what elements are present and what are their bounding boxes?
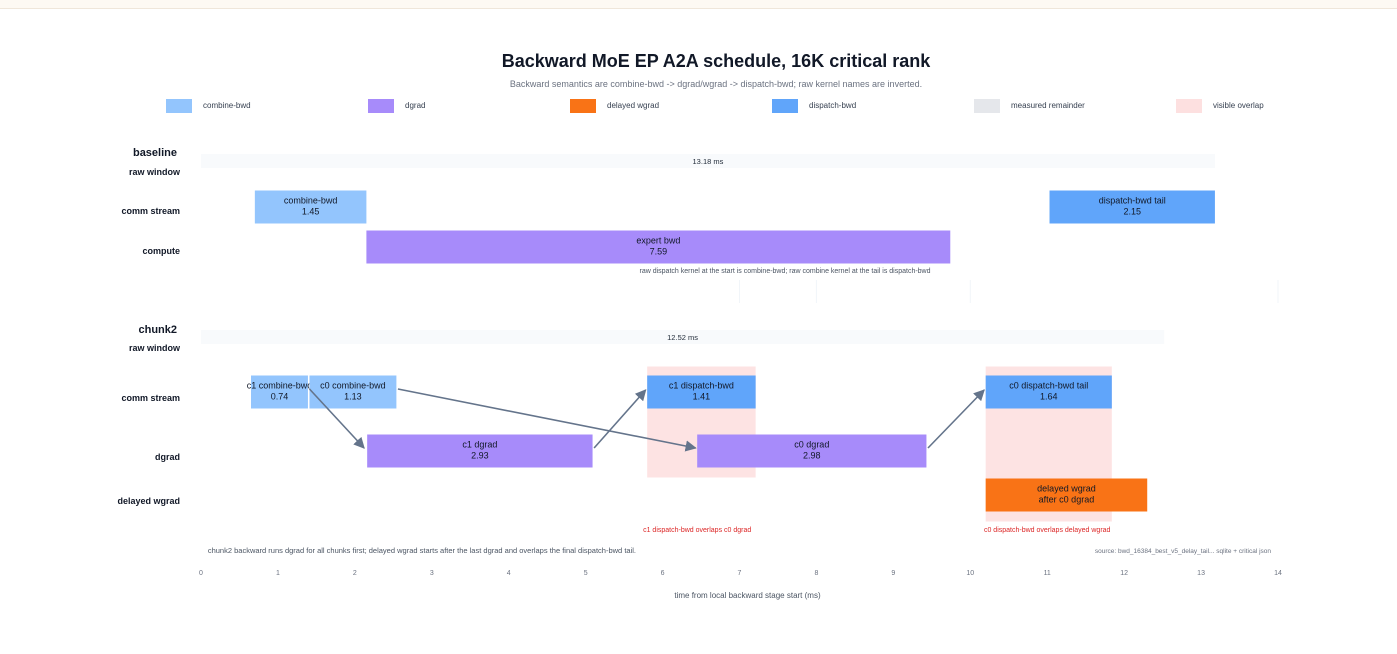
lane-label: dgrad: [155, 452, 180, 462]
section-title: chunk2: [138, 324, 177, 336]
bar-label: delayed wgrad: [1037, 484, 1096, 494]
bar-value: 2.15: [1123, 207, 1141, 217]
raw-window-bar: [201, 154, 1215, 168]
legend-label: delayed wgrad: [607, 101, 659, 110]
schedule-bar: [1049, 190, 1215, 224]
section-note: chunk2 backward runs dgrad for all chunk…: [208, 546, 636, 555]
schedule-bar: [985, 375, 1112, 409]
bar-value: 2.98: [803, 451, 821, 461]
x-tick-label: 1: [276, 570, 280, 577]
x-tick-label: 8: [814, 570, 818, 577]
top-bar: [0, 0, 1397, 9]
bar-label: c1 combine-bwd: [247, 381, 313, 391]
schedule-bar: [367, 434, 593, 468]
raw-window-label: 12.52 ms: [667, 333, 698, 342]
bar-label: combine-bwd: [284, 196, 338, 206]
bar-label: c0 dispatch-bwd tail: [1009, 381, 1088, 391]
x-tick-label: 0: [199, 570, 203, 577]
x-axis-label: time from local backward stage start (ms…: [674, 591, 821, 600]
schedule-bar: [366, 230, 951, 264]
x-tick-label: 9: [891, 570, 895, 577]
lane-label: delayed wgrad: [117, 496, 180, 506]
raw-window-label: 13.18 ms: [693, 157, 724, 166]
legend-swatch: [368, 99, 394, 113]
chart-subtitle: Backward semantics are combine-bwd -> dg…: [510, 79, 922, 89]
schedule-bar: [985, 478, 1148, 512]
x-tick-label: 11: [1044, 570, 1051, 577]
schedule-bar: [647, 375, 756, 409]
lane-label: raw window: [129, 343, 181, 353]
dependency-arrow: [593, 389, 647, 449]
x-tick-label: 10: [966, 570, 974, 577]
section-title: baseline: [133, 147, 177, 159]
bar-label: c1 dgrad: [462, 440, 497, 450]
schedule-bar: [254, 190, 367, 224]
legend-swatch: [974, 99, 1000, 113]
legend-label: measured remainder: [1011, 101, 1085, 110]
legend-label: visible overlap: [1213, 101, 1264, 110]
bar-value: 1.64: [1040, 392, 1058, 402]
bar-value: 2.93: [471, 451, 489, 461]
chart-title: Backward MoE EP A2A schedule, 16K critic…: [502, 51, 932, 71]
bar-value: 1.45: [302, 207, 320, 217]
legend-swatch: [570, 99, 596, 113]
bar-label: c1 dispatch-bwd: [669, 381, 734, 391]
schedule-bar: [697, 434, 927, 468]
schedule-bar: [251, 375, 308, 409]
x-tick-label: 12: [1120, 570, 1128, 577]
x-tick-label: 2: [353, 570, 357, 577]
lane-label: comm stream: [121, 206, 180, 216]
lane-label: comm stream: [121, 393, 180, 403]
dependency-arrow: [308, 388, 365, 449]
bar-label: c0 combine-bwd: [320, 381, 386, 391]
bar-value: 1.13: [344, 392, 362, 402]
schedule-bar: [309, 375, 397, 409]
x-tick-label: 6: [661, 570, 665, 577]
legend-swatch: [1176, 99, 1202, 113]
x-tick-label: 5: [584, 570, 588, 577]
source-note: source: bwd_16384_best_v5_delay_tail... …: [1095, 548, 1272, 555]
bar-value: 1.41: [693, 392, 711, 402]
x-tick-label: 7: [738, 570, 742, 577]
raw-window-bar: [201, 330, 1165, 344]
bar-label: expert bwd: [636, 236, 680, 246]
bar-value: after c0 dgrad: [1039, 495, 1095, 505]
legend-label: dgrad: [405, 101, 425, 110]
bar-value: 0.74: [271, 392, 289, 402]
bar-label: dispatch-bwd tail: [1099, 196, 1166, 206]
section-note: raw dispatch kernel at the start is comb…: [639, 268, 930, 275]
lane-label: compute: [142, 246, 180, 256]
x-tick-label: 4: [507, 570, 511, 577]
legend-label: dispatch-bwd: [809, 101, 856, 110]
legend-label: combine-bwd: [203, 101, 251, 110]
overlap-note: c0 dispatch-bwd overlaps delayed wgrad: [984, 527, 1111, 534]
dependency-arrow: [397, 388, 697, 452]
dependency-arrow: [927, 389, 985, 449]
x-tick-label: 3: [430, 570, 434, 577]
bar-value: 7.59: [650, 247, 668, 257]
x-tick-label: 14: [1274, 570, 1282, 577]
bar-label: c0 dgrad: [794, 440, 829, 450]
x-tick-label: 13: [1197, 570, 1205, 577]
legend-swatch: [166, 99, 192, 113]
lane-label: raw window: [129, 167, 181, 177]
overlap-note: c1 dispatch-bwd overlaps c0 dgrad: [643, 527, 751, 534]
legend-swatch: [772, 99, 798, 113]
